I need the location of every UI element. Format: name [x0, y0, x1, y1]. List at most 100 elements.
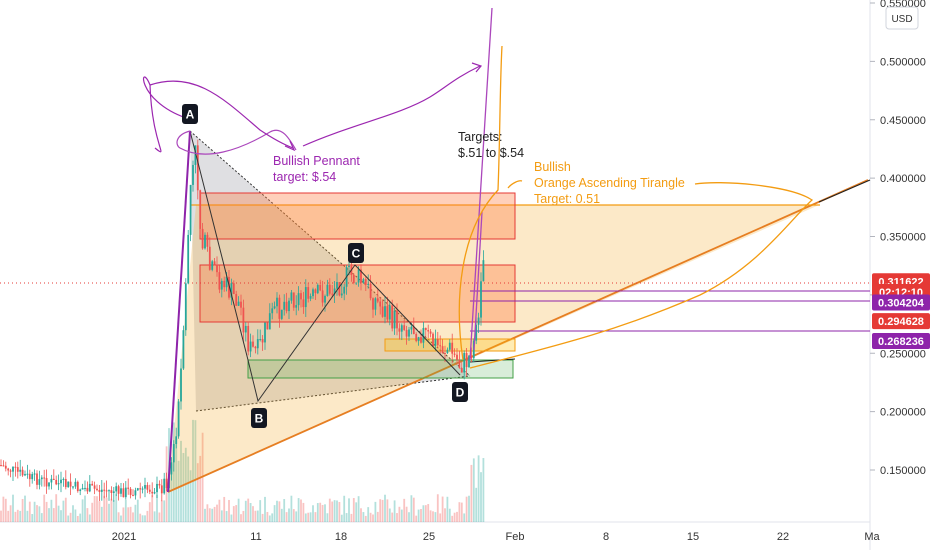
candle-body — [314, 289, 317, 294]
candle-body — [91, 483, 94, 486]
volume-bar — [268, 515, 271, 522]
volume-bar — [252, 506, 254, 522]
orange-label-connector — [507, 180, 523, 189]
volume-bar — [196, 463, 199, 522]
volume-bar — [355, 502, 358, 522]
pattern-point-label: A — [186, 108, 195, 122]
candle-body — [232, 283, 235, 295]
candle-body — [254, 346, 257, 349]
price-badge-bg — [872, 313, 930, 330]
candle-body — [429, 331, 432, 334]
volume-bar — [103, 495, 106, 522]
candle-body — [146, 485, 149, 490]
candle-body — [204, 234, 206, 249]
candle-body — [482, 260, 485, 282]
candle-body — [33, 473, 36, 475]
target-arrow-head — [471, 62, 483, 73]
candle-body — [240, 301, 242, 308]
volume-bar — [403, 498, 406, 522]
candle-body — [374, 298, 377, 310]
volume-bar — [412, 497, 415, 522]
pattern-point-bg — [251, 408, 267, 428]
pennant-arrow-curve — [176, 129, 297, 155]
candle-body — [151, 491, 154, 494]
time-tick-label: 2021 — [112, 531, 136, 543]
candle-body — [122, 488, 125, 498]
volume-bar — [381, 499, 384, 522]
candle-body — [84, 487, 86, 489]
candle-body — [302, 299, 305, 308]
candle-body — [192, 164, 194, 185]
candle-body — [213, 261, 216, 265]
candle-body — [100, 489, 103, 492]
volume-bar — [259, 500, 262, 522]
volume-bar — [350, 513, 353, 522]
candle-body — [132, 494, 134, 496]
volume-bar — [43, 494, 46, 522]
candle-body — [360, 269, 362, 283]
candle-body — [105, 490, 108, 492]
candle-body — [0, 465, 2, 466]
volume-bar — [472, 458, 475, 522]
candle-body — [67, 481, 70, 488]
candle-body — [244, 325, 247, 333]
candle-body — [81, 487, 84, 490]
volume-bar — [127, 507, 130, 522]
candle-body — [199, 190, 202, 229]
candle-body — [120, 488, 122, 494]
volume-bar — [79, 513, 82, 522]
candle-body — [172, 443, 175, 463]
volume-bar — [266, 511, 269, 522]
volume-bar — [348, 498, 350, 522]
volume-bar — [177, 460, 180, 522]
volume-bars — [0, 419, 485, 522]
currency-button[interactable]: USD — [885, 6, 919, 30]
annotation-targets-line2: $.51 to $.54 — [458, 146, 524, 160]
candle-body — [48, 482, 50, 487]
price-tick-label: 0.400000 — [880, 173, 926, 185]
candle-body — [420, 337, 422, 343]
candle-body — [98, 490, 101, 492]
candle-body — [52, 478, 55, 480]
volume-bar — [110, 498, 113, 522]
candle-body — [76, 481, 79, 492]
volume-bar — [146, 510, 149, 522]
volume-bar — [124, 499, 127, 522]
candle-body — [228, 276, 230, 298]
candle-body — [273, 306, 276, 309]
volume-bar — [115, 494, 118, 522]
volume-bar — [76, 515, 79, 522]
candle-body — [38, 479, 41, 485]
candle-body — [451, 342, 454, 354]
price-tick-label: 0.450000 — [880, 115, 926, 127]
volume-bar — [321, 504, 324, 522]
candle-body — [19, 469, 22, 472]
candle-body — [288, 300, 290, 312]
volume-bar — [480, 472, 482, 522]
candle-body — [57, 483, 60, 485]
candle-body — [280, 309, 283, 319]
volume-bar — [189, 470, 192, 522]
volume-bar — [172, 422, 175, 522]
volume-bar — [187, 456, 190, 522]
volume-bar — [396, 513, 398, 522]
volume-bar — [307, 512, 310, 522]
candle-body — [115, 486, 118, 492]
volume-bar — [364, 515, 367, 522]
volume-bar — [386, 499, 389, 522]
pattern-point-a: A — [182, 104, 198, 124]
volume-bar — [362, 512, 365, 522]
volume-bar — [55, 494, 58, 522]
price-badge-bg — [872, 332, 930, 349]
candle-body — [393, 310, 396, 329]
volume-bar — [48, 508, 50, 522]
volume-bar — [81, 499, 84, 522]
volume-bar — [33, 501, 36, 522]
pattern-point-c: C — [348, 243, 364, 263]
candle-body — [187, 234, 190, 284]
candle-body — [463, 352, 466, 373]
volume-bar — [230, 514, 233, 522]
candle-body — [477, 317, 480, 325]
volume-bar — [331, 501, 334, 522]
